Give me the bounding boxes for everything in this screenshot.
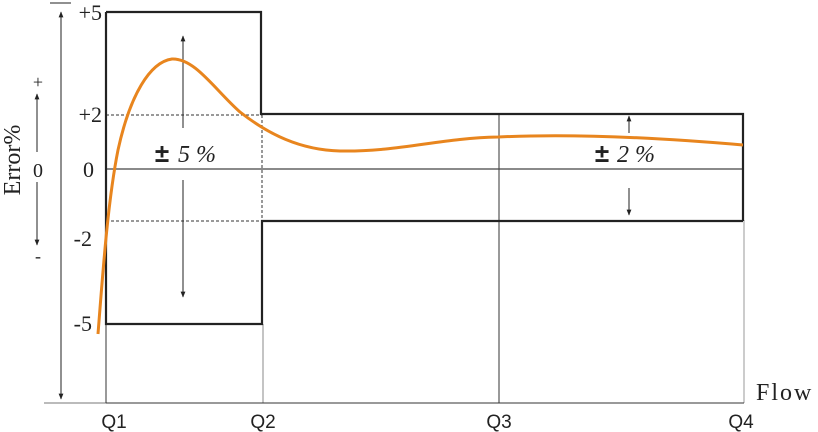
high-flow-tolerance-label: 2 % (617, 142, 655, 168)
upper-tolerance-limit (106, 10, 745, 221)
x-tick-q3: Q3 (486, 412, 511, 432)
error-curve (96, 57, 744, 335)
tick-label-minus2: -2 (74, 226, 92, 251)
direction-minus: - (35, 246, 41, 266)
lower-tolerance-limit (104, 12, 743, 326)
tick-label-plus2: +2 (79, 102, 102, 127)
x-tick-q2: Q2 (250, 412, 275, 432)
low-flow-sign: ± (155, 138, 169, 168)
x-tick-q1: Q1 (101, 412, 126, 432)
tick-label-minus5: -5 (74, 311, 92, 336)
direction-plus: + (33, 72, 43, 92)
tick-label-plus5: +5 (79, 0, 102, 25)
x-axis-title: Flow (756, 380, 813, 406)
x-tick-q4: Q4 (728, 412, 754, 432)
high-flow-sign: ± (595, 138, 609, 168)
low-flow-tolerance-label: 5 % (178, 142, 216, 168)
y-axis-title: Error% (0, 125, 26, 196)
tick-label-zero: 0 (83, 157, 94, 182)
direction-zero: 0 (33, 160, 43, 182)
